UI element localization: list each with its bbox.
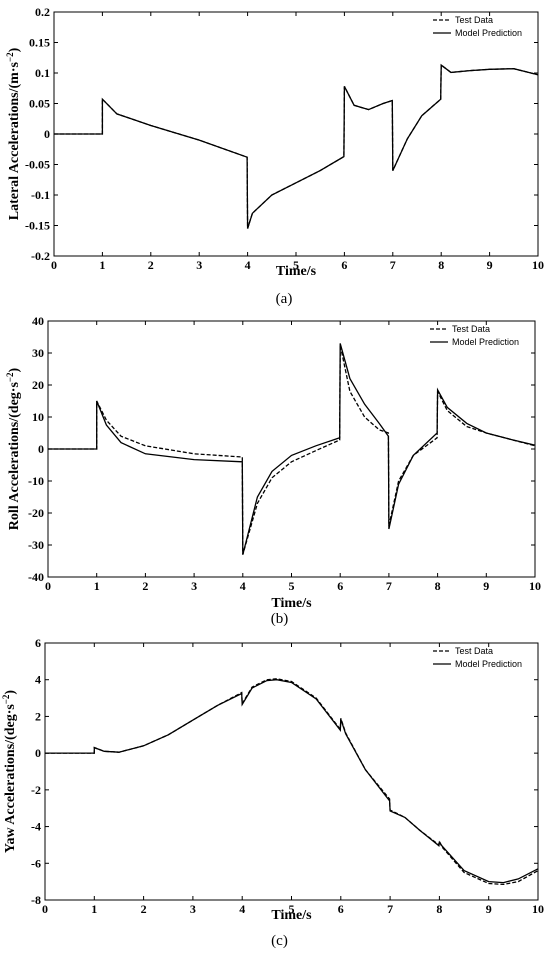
y-tick-label: -30 <box>28 538 44 552</box>
y-tick-label: -0.2 <box>31 249 50 263</box>
y-tick-label: -4 <box>31 820 41 834</box>
x-axis-label: Time/s <box>271 908 312 923</box>
x-tick-label: 1 <box>91 902 97 916</box>
x-tick-label: 0 <box>45 579 51 593</box>
x-tick-label: 8 <box>436 902 442 916</box>
x-tick-label: 9 <box>486 902 492 916</box>
y-tick-label: 4 <box>35 673 41 687</box>
y-tick-label: 0.2 <box>35 5 50 19</box>
y-axis-label-exponent: −2 <box>1 694 11 704</box>
y-axis-label-text: Roll Accelerations/(deg·s <box>7 382 22 531</box>
x-tick-label: 9 <box>483 579 489 593</box>
y-tick-label: -6 <box>31 856 41 870</box>
y-tick-label: 0.15 <box>29 36 50 50</box>
y-axis-label-exponent: −2 <box>5 372 15 382</box>
x-tick-label: 4 <box>239 902 245 916</box>
y-axis-label-close: ) <box>3 690 18 695</box>
x-tick-label: 1 <box>99 258 105 272</box>
x-tick-label: 3 <box>191 579 197 593</box>
legend-test-label: Test Data <box>455 646 493 656</box>
y-tick-label: 2 <box>35 709 41 723</box>
y-axis-label: Lateral Accelerations/(m·s−2) <box>5 47 22 220</box>
x-tick-label: 7 <box>390 258 396 272</box>
legend-test-label: Test Data <box>455 15 493 25</box>
y-tick-label: -8 <box>31 893 41 907</box>
chart-panel-2: 0 1 2 3 4 5 6 7 8 9 10 -40 -30 -20 -10 0 10 20 30 40 Test Da… <box>5 314 541 627</box>
legend: Test Data Model Prediction <box>433 15 522 38</box>
x-tick-label: 9 <box>487 258 493 272</box>
y-axis-label-close: ) <box>7 47 22 52</box>
legend-test-label: Test Data <box>452 324 490 334</box>
x-tick-label: 10 <box>532 902 544 916</box>
x-tick-label: 5 <box>293 258 299 272</box>
y-axis-label: Yaw Accelerations/(deg·s−2) <box>1 690 18 854</box>
x-tick-label: 6 <box>341 258 347 272</box>
x-tick-label: 4 <box>240 579 246 593</box>
x-tick-label: 5 <box>289 579 295 593</box>
x-tick-label: 2 <box>148 258 154 272</box>
y-tick-label: 30 <box>32 346 44 360</box>
x-tick-label: 7 <box>386 579 392 593</box>
x-tick-label: 8 <box>438 258 444 272</box>
legend: Test Data Model Prediction <box>433 646 522 669</box>
x-tick-label: 7 <box>387 902 393 916</box>
test-data-line <box>48 344 535 555</box>
panel-label: (b) <box>271 611 289 627</box>
y-tick-label: -2 <box>31 783 41 797</box>
chart-panel-3: 0 1 2 3 4 5 6 7 8 9 10 -8 -6 -4 -2 0 2 4 6 Test Data Model P… <box>1 636 544 949</box>
legend-model-label: Model Prediction <box>452 337 519 347</box>
x-tick-label: 0 <box>51 258 57 272</box>
x-tick-label: 10 <box>529 579 541 593</box>
y-tick-label: -10 <box>28 474 44 488</box>
plot-frame <box>47 320 536 578</box>
y-tick-label: -20 <box>28 506 44 520</box>
x-tick-label: 2 <box>141 902 147 916</box>
y-tick-label: 0.1 <box>35 66 50 80</box>
y-axis-label-exponent: −2 <box>5 52 15 62</box>
y-axis-label-text: Lateral Accelerations/(m·s <box>7 61 22 220</box>
y-tick-label: -0.1 <box>31 188 50 202</box>
y-tick-label: -0.05 <box>25 158 50 172</box>
test-data-line <box>54 63 538 229</box>
y-tick-label: 0 <box>38 442 44 456</box>
x-tick-label: 4 <box>245 258 251 272</box>
legend-model-label: Model Prediction <box>455 659 522 669</box>
x-axis-label: Time/s <box>276 264 317 279</box>
panel-label: (c) <box>271 933 288 949</box>
y-tick-label: 10 <box>32 410 44 424</box>
plot-frame <box>53 11 539 257</box>
x-tick-label: 5 <box>289 902 295 916</box>
y-tick-label: 0.05 <box>29 97 50 111</box>
x-tick-label: 6 <box>338 902 344 916</box>
x-tick-label: 10 <box>532 258 544 272</box>
x-tick-label: 3 <box>190 902 196 916</box>
x-tick-label: 1 <box>94 579 100 593</box>
x-tick-label: 6 <box>337 579 343 593</box>
x-tick-label: 8 <box>435 579 441 593</box>
y-axis-label-close: ) <box>7 367 22 372</box>
y-tick-label: -0.15 <box>25 219 50 233</box>
model-prediction-line <box>45 679 538 884</box>
y-axis-label-text: Yaw Accelerations/(deg·s <box>3 704 18 853</box>
x-tick-label: 3 <box>196 258 202 272</box>
x-axis-label: Time/s <box>271 596 312 611</box>
panel-label: (a) <box>276 291 293 307</box>
model-prediction-line <box>54 63 538 229</box>
test-data-line <box>45 678 538 886</box>
legend-model-label: Model Prediction <box>455 28 522 38</box>
x-tick-label: 0 <box>42 902 48 916</box>
legend: Test Data Model Prediction <box>430 324 519 347</box>
y-tick-label: -40 <box>28 570 44 584</box>
y-tick-label: 20 <box>32 378 44 392</box>
y-tick-label: 40 <box>32 314 44 328</box>
y-tick-label: 0 <box>35 746 41 760</box>
y-tick-label: 0 <box>44 127 50 141</box>
chart-panel-1: 0 1 2 3 4 5 6 7 8 9 10 -0.2 -0.15 -0.1 -0.05 0 0.05 0.1 0.… <box>5 5 544 307</box>
y-tick-label: 6 <box>35 636 41 650</box>
y-axis-label: Roll Accelerations/(deg·s−2) <box>5 367 22 530</box>
x-tick-label: 2 <box>142 579 148 593</box>
model-prediction-line <box>48 343 535 555</box>
